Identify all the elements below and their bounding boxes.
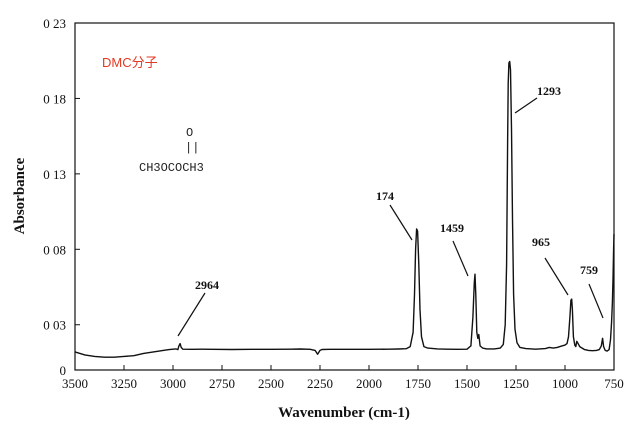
peak-label-965: 965	[532, 235, 550, 249]
peak-label-2964: 2964	[195, 278, 219, 292]
x-tick-label: 2750	[209, 376, 235, 391]
structure-oxygen: O	[186, 126, 193, 140]
x-tick-label: 2500	[258, 376, 284, 391]
peak-label-759: 759	[580, 263, 598, 277]
axis-ticks: 3500 3250 3000 2750 2500 2250 2000 1750 1500 1250…	[43, 16, 624, 391]
chart-title: DMC分子	[102, 55, 158, 70]
x-tick-label: 2000	[356, 376, 382, 391]
x-tick-label: 3250	[111, 376, 137, 391]
y-tick-label: 0 18	[43, 91, 66, 106]
x-tick-label: 1000	[552, 376, 578, 391]
peak-label-1459: 1459	[440, 221, 464, 235]
x-axis-title: Wavenumber (cm-1)	[278, 405, 410, 421]
y-axis-title: Absorbance	[12, 157, 28, 234]
plot-area-border	[74, 22, 615, 371]
x-tick-label: 1750	[405, 376, 431, 391]
peak-leader-line	[177, 292, 206, 337]
peak-annotations: 2964 174 1459 1293 965 759	[177, 84, 604, 337]
y-tick-label: 0 23	[43, 16, 66, 31]
peak-leader-line	[544, 257, 569, 296]
x-tick-label: 2250	[307, 376, 333, 391]
peak-leader-line	[588, 283, 604, 319]
peak-leader-line	[514, 97, 538, 114]
spectrum-series	[74, 60, 615, 358]
x-tick-label: 1500	[454, 376, 480, 391]
molecule-structure: O || CH3OCOCH3	[139, 126, 204, 175]
peak-leader-line	[389, 204, 413, 241]
y-tick-label: 0	[60, 363, 67, 378]
y-tick-label: 0 13	[43, 167, 66, 182]
structure-double-bond: ||	[185, 141, 199, 155]
plot-frame	[74, 22, 615, 371]
y-tick-label: 0 08	[43, 242, 66, 257]
x-tick-label: 3000	[160, 376, 186, 391]
x-tick-label: 3500	[62, 376, 88, 391]
peak-label-1293: 1293	[537, 84, 561, 98]
peak-leader-line	[452, 240, 469, 277]
peak-label-174: 174	[376, 189, 394, 203]
structure-formula: CH3OCOCH3	[139, 161, 204, 175]
x-tick-label: 1250	[503, 376, 529, 391]
y-tick-label: 0 03	[43, 318, 66, 333]
spectrum-line	[74, 60, 615, 358]
x-tick-label: 750	[604, 376, 624, 391]
